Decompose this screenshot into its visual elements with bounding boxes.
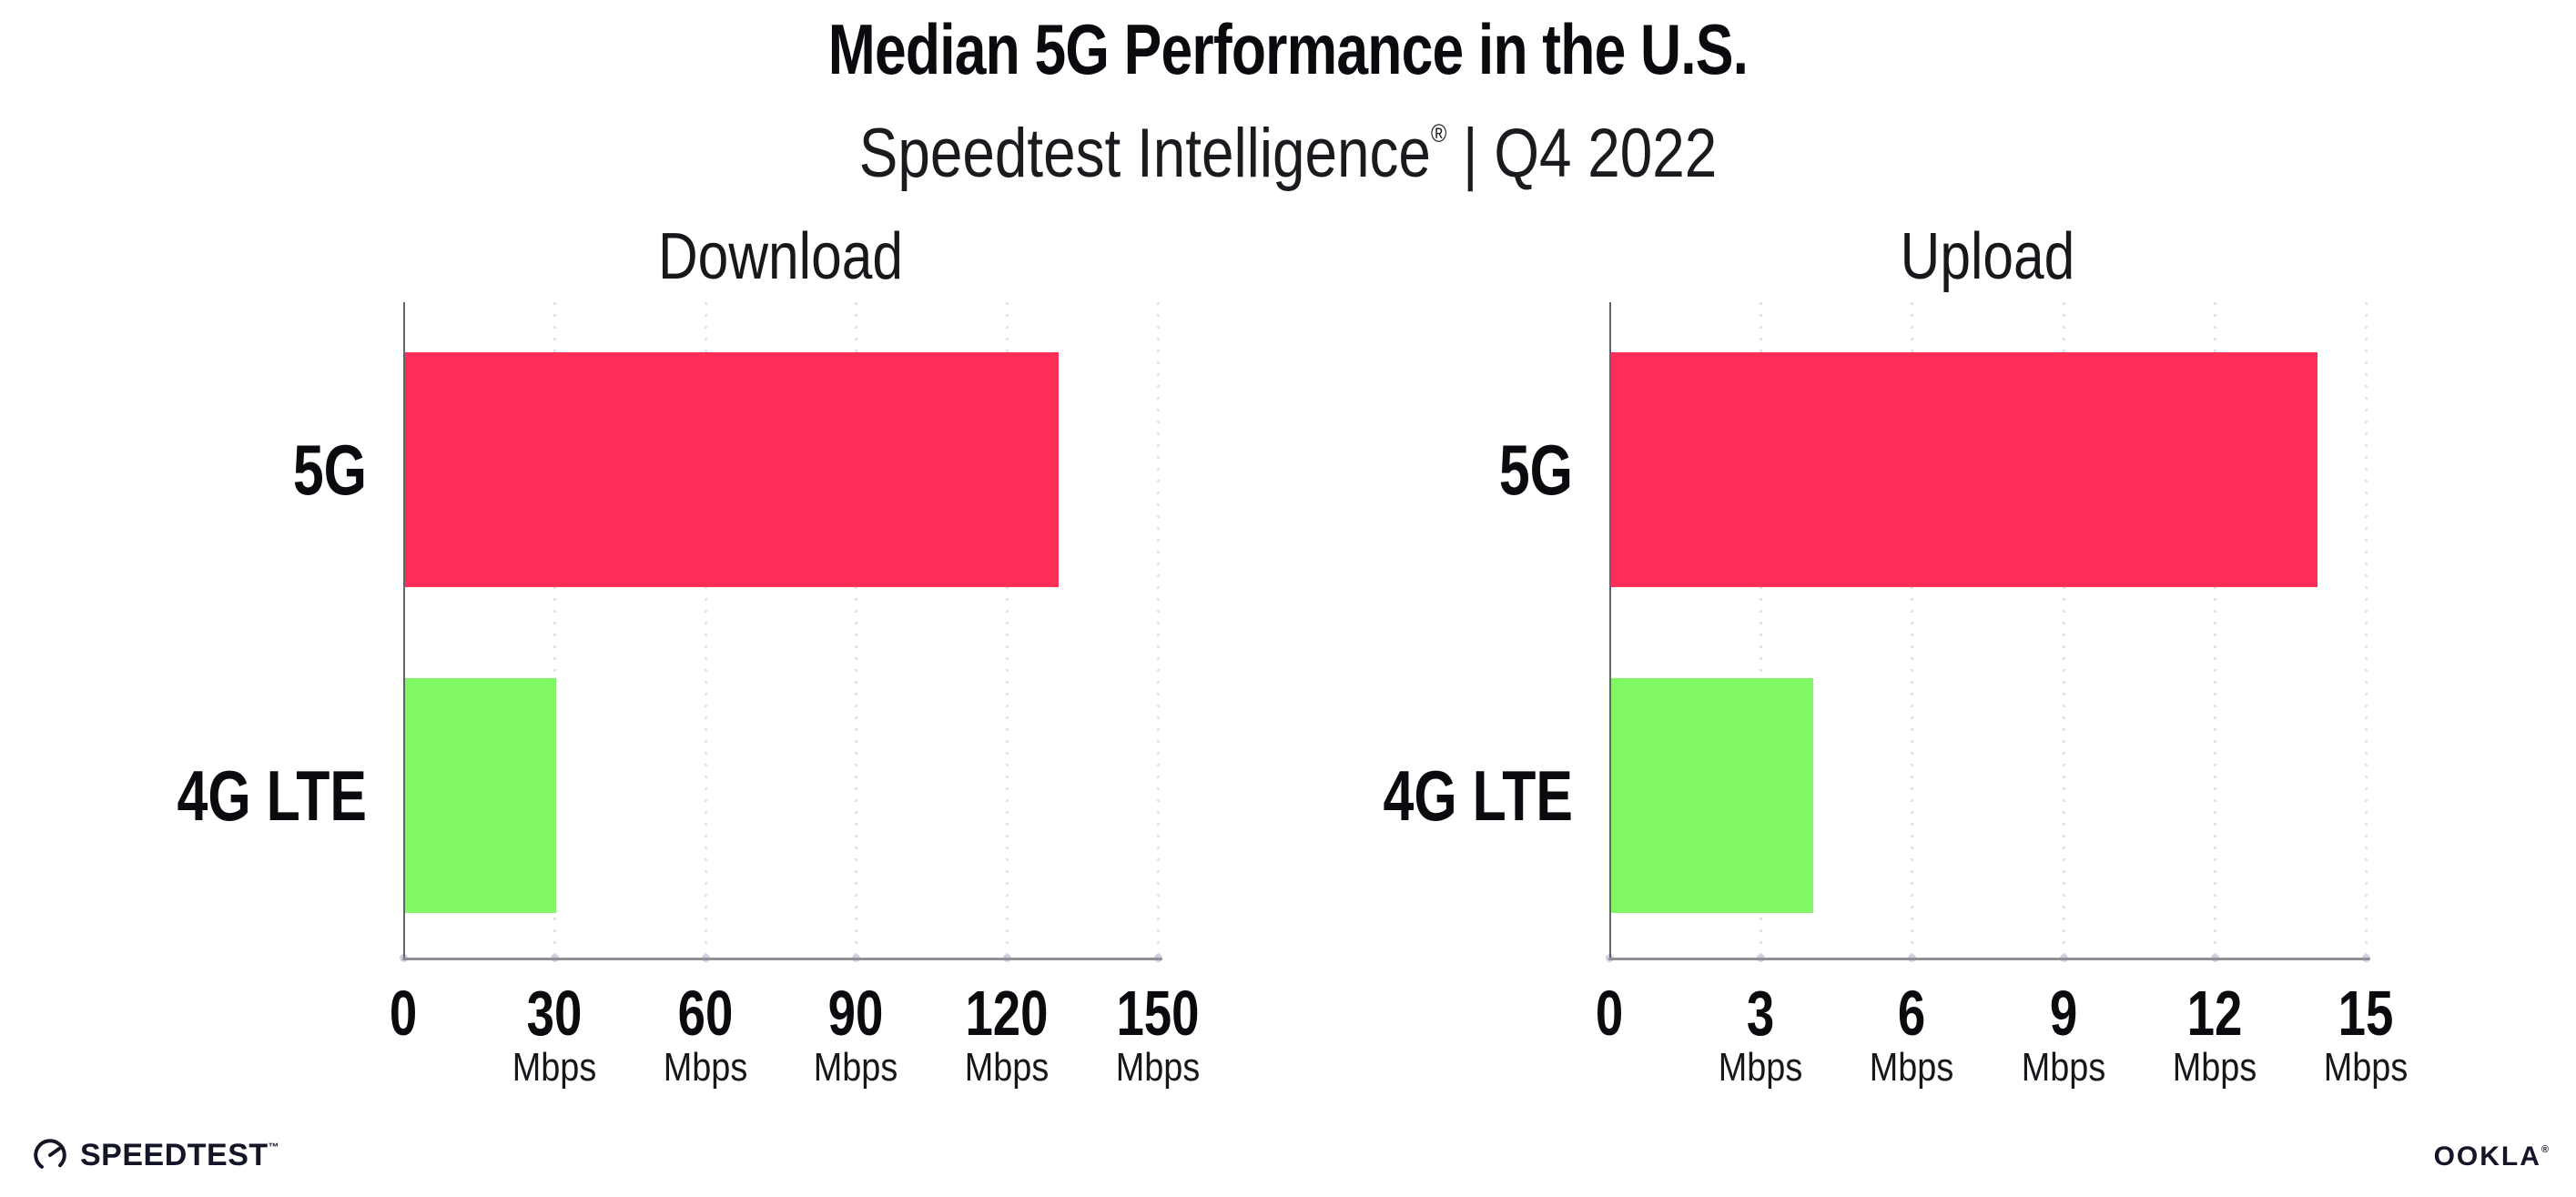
x-tick-unit-label: Mbps — [512, 1045, 597, 1090]
speedtest-wordmark: SPEEDTEST™ — [80, 1138, 279, 1173]
x-tick-label: 12 — [2186, 978, 2243, 1049]
x-tick-label: 6 — [1898, 978, 1926, 1049]
ookla-wordmark: OOKLA® — [2434, 1141, 2551, 1172]
download-chart-title: Download — [658, 220, 903, 293]
x-tick-unit-label: Mbps — [1115, 1045, 1201, 1090]
x-tick-unit-label: Mbps — [1718, 1045, 1803, 1090]
x-tick-label: 30 — [526, 978, 583, 1049]
x-tick-label: 3 — [1747, 978, 1775, 1049]
x-tick-unit-label: Mbps — [2323, 1045, 2409, 1090]
category-label-4g-lte: 4G LTE — [1383, 756, 1573, 836]
gridline-6-mbps — [1911, 302, 1914, 959]
ookla-logo: OOKLA® — [2434, 1141, 2551, 1172]
category-label-4g-lte: 4G LTE — [177, 756, 367, 836]
y-axis-line — [1609, 302, 1611, 959]
x-tick-unit-label: Mbps — [663, 1045, 747, 1090]
bar-4g-lte — [1611, 678, 1813, 913]
subtitle-period: | Q4 2022 — [1446, 115, 1718, 192]
x-tick-label: 150 — [1116, 978, 1200, 1049]
x-tick-unit-label: Mbps — [2021, 1045, 2105, 1090]
x-tick-unit-label: Mbps — [964, 1045, 1050, 1090]
x-tick-label: 60 — [677, 978, 733, 1049]
gridline-30-mbps — [553, 302, 556, 959]
page-subtitle: Speedtest Intelligence® | Q4 2022 — [206, 96, 2369, 191]
x-tick-unit-label: Mbps — [1870, 1045, 1954, 1090]
ookla-registered-mark: ® — [2541, 1144, 2551, 1155]
x-tick-label: 90 — [828, 978, 884, 1049]
gridline-150-mbps — [1157, 302, 1160, 959]
category-label-5g: 5G — [292, 430, 367, 510]
x-tick-unit-label: Mbps — [814, 1045, 898, 1090]
category-label-5g: 5G — [1498, 430, 1573, 510]
gridline-3-mbps — [1760, 302, 1763, 959]
x-tick-label: 9 — [2049, 978, 2077, 1049]
x-tick-label: 120 — [965, 978, 1049, 1049]
x-axis-line — [402, 958, 1162, 960]
x-tick-label: 15 — [2338, 978, 2394, 1049]
y-axis-line — [403, 302, 405, 959]
bar-5g — [405, 352, 1060, 587]
gridline-9-mbps — [2062, 302, 2065, 959]
gridline-60-mbps — [704, 302, 707, 959]
x-tick-unit-label: Mbps — [2172, 1045, 2257, 1090]
subtitle-brand: Speedtest Intelligence — [858, 115, 1431, 192]
registered-mark: ® — [1430, 119, 1447, 147]
gridline-90-mbps — [855, 302, 858, 959]
page-title: Median 5G Performance in the U.S. — [827, 9, 1749, 89]
speedtest-logo: SPEEDTEST™ — [31, 1136, 279, 1174]
upload-chart-title: Upload — [1900, 220, 2075, 293]
gridline-15-mbps — [2365, 302, 2368, 959]
speedtest-gauge-icon — [34, 1139, 66, 1172]
speedtest-label: SPEEDTEST — [80, 1137, 269, 1172]
x-axis-line — [1608, 958, 2370, 960]
gridline-12-mbps — [2213, 302, 2216, 959]
speedtest-trademark: ™ — [268, 1140, 280, 1153]
bar-4g-lte — [405, 678, 556, 913]
ookla-label: OOKLA — [2433, 1141, 2541, 1172]
x-tick-label: 0 — [1595, 978, 1624, 1049]
gridline-120-mbps — [1006, 302, 1009, 959]
x-tick-label: 0 — [389, 978, 418, 1049]
bar-5g — [1611, 352, 2317, 587]
